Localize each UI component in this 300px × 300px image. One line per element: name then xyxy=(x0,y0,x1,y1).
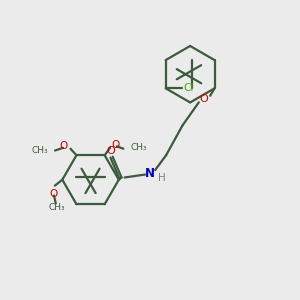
Text: CH₃: CH₃ xyxy=(130,143,147,152)
Text: Cl: Cl xyxy=(184,83,194,93)
Text: O: O xyxy=(60,141,68,152)
Text: N: N xyxy=(145,167,155,179)
Text: CH₃: CH₃ xyxy=(48,202,65,211)
Text: H: H xyxy=(158,173,166,183)
Text: O: O xyxy=(49,189,58,199)
Text: O: O xyxy=(199,94,208,104)
Text: O: O xyxy=(107,146,116,156)
Text: CH₃: CH₃ xyxy=(32,146,48,155)
Text: O: O xyxy=(112,140,120,151)
